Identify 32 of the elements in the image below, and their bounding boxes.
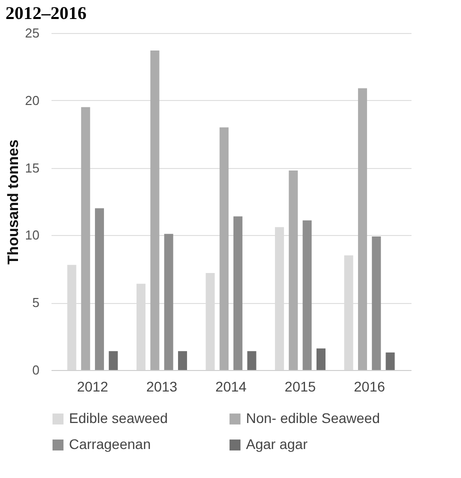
bar xyxy=(316,348,326,370)
bar xyxy=(358,88,368,370)
bar xyxy=(386,352,395,370)
bar xyxy=(372,236,381,370)
bar xyxy=(220,127,229,370)
x-tick-label: 2014 xyxy=(215,378,247,394)
x-tick-label: 2016 xyxy=(354,378,386,394)
y-tick-label: 0 xyxy=(32,362,40,378)
chart-title: 2012–2016 xyxy=(6,3,87,23)
bar xyxy=(94,208,104,370)
legend-label: Agar agar xyxy=(246,436,308,452)
bar xyxy=(150,50,160,370)
x-tick-label: 2015 xyxy=(284,378,316,394)
bar xyxy=(178,351,188,370)
y-tick-label: 5 xyxy=(32,295,40,310)
x-tick-label: 2012 xyxy=(76,378,108,394)
y-tick-label: 20 xyxy=(25,92,40,108)
y-tick-label: 25 xyxy=(25,26,40,40)
bar xyxy=(81,107,90,370)
y-tick-label: 15 xyxy=(25,160,40,176)
legend-label: Carrageenan xyxy=(69,436,151,452)
bar xyxy=(108,351,118,370)
bar xyxy=(288,170,298,370)
x-tick-label: 2013 xyxy=(146,378,178,394)
legend-label: Non- edible Seaweed xyxy=(246,410,380,426)
bar xyxy=(164,234,174,370)
y-axis-title: Thousand tonnes xyxy=(5,140,22,264)
legend-label: Edible seaweed xyxy=(69,410,168,426)
bar xyxy=(302,220,312,370)
y-tick-label: 10 xyxy=(25,228,40,243)
bar xyxy=(247,351,256,370)
bar xyxy=(233,216,242,370)
